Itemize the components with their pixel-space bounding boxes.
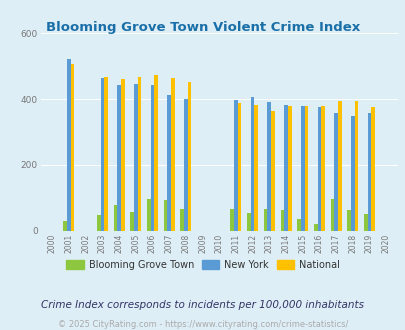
Bar — [104, 77, 108, 231]
Bar — [367, 113, 371, 231]
Bar — [300, 106, 304, 231]
Bar — [333, 113, 337, 231]
Bar — [250, 97, 254, 231]
Text: Crime Index corresponds to incidents per 100,000 inhabitants: Crime Index corresponds to incidents per… — [41, 300, 364, 310]
Bar — [230, 209, 234, 231]
Bar — [354, 101, 358, 231]
Bar — [117, 85, 121, 231]
Bar — [67, 59, 70, 231]
Bar — [346, 210, 350, 231]
Text: Blooming Grove Town Violent Crime Index: Blooming Grove Town Violent Crime Index — [46, 21, 359, 34]
Bar — [163, 200, 167, 231]
Bar — [337, 101, 341, 231]
Bar — [254, 105, 258, 231]
Bar — [137, 77, 141, 231]
Bar — [147, 199, 150, 231]
Legend: Blooming Grove Town, New York, National: Blooming Grove Town, New York, National — [62, 256, 343, 274]
Bar — [113, 205, 117, 231]
Bar — [317, 107, 320, 231]
Bar — [100, 78, 104, 231]
Bar — [263, 209, 267, 231]
Bar — [304, 106, 307, 231]
Bar — [187, 82, 191, 231]
Bar — [247, 213, 250, 231]
Bar — [171, 78, 174, 231]
Bar — [296, 219, 300, 231]
Bar — [63, 221, 67, 231]
Bar — [183, 99, 187, 231]
Bar — [130, 212, 134, 231]
Bar — [97, 215, 100, 231]
Text: © 2025 CityRating.com - https://www.cityrating.com/crime-statistics/: © 2025 CityRating.com - https://www.city… — [58, 319, 347, 329]
Bar — [134, 84, 137, 231]
Bar — [271, 111, 274, 231]
Bar — [330, 199, 333, 231]
Bar — [267, 102, 271, 231]
Bar — [167, 95, 171, 231]
Bar — [280, 210, 283, 231]
Bar — [313, 224, 317, 231]
Bar — [363, 214, 367, 231]
Bar — [350, 115, 354, 231]
Bar — [237, 103, 241, 231]
Bar — [154, 75, 158, 231]
Bar — [287, 106, 291, 231]
Bar — [320, 106, 324, 231]
Bar — [150, 85, 154, 231]
Bar — [234, 100, 237, 231]
Bar — [70, 64, 74, 231]
Bar — [121, 79, 124, 231]
Bar — [371, 107, 374, 231]
Bar — [180, 209, 183, 231]
Bar — [284, 105, 287, 231]
